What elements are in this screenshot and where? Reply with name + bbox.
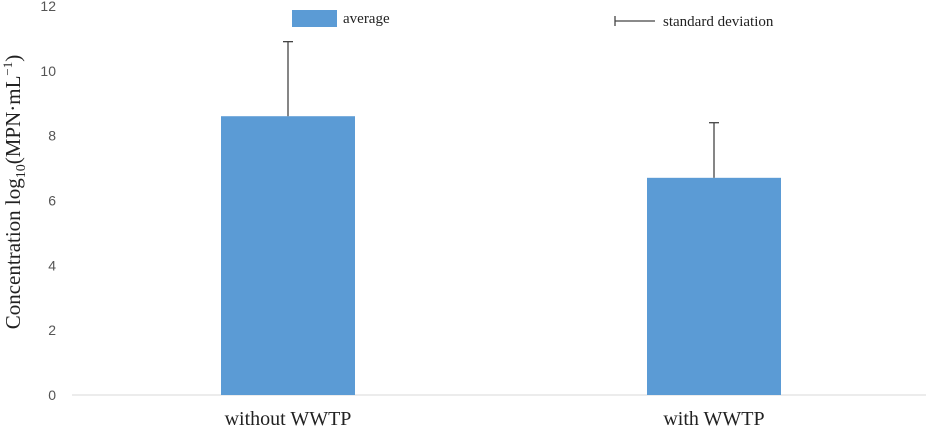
y-axis-ticks: 0 2 4 6 8 10 12 [40,0,56,403]
category-label: with WWTP [663,408,764,428]
y-tick-label: 6 [48,193,56,209]
error-bar [709,122,719,178]
y-tick-label: 10 [40,63,56,79]
category-label: without WWTP [225,408,352,428]
y-tick-label: 0 [48,387,56,403]
legend-label-standard-deviation: standard deviation [663,14,774,30]
legend-error-icon [614,16,655,26]
bar [647,177,781,395]
legend-swatch-average [292,10,337,27]
error-bar [283,41,293,117]
y-axis-label: Concentration log10(MPN·mL−1) [0,55,29,330]
y-tick-label: 12 [40,0,56,14]
legend-label-average: average [343,11,390,27]
y-tick-label: 8 [48,128,56,144]
y-tick-label: 4 [48,257,56,273]
y-tick-label: 2 [48,322,56,338]
bar [221,116,355,395]
error-bars-group [283,41,719,178]
category-labels: without WWTP with WWTP [225,408,765,428]
legend: average standard deviation [292,10,774,30]
bars-group [221,116,781,395]
